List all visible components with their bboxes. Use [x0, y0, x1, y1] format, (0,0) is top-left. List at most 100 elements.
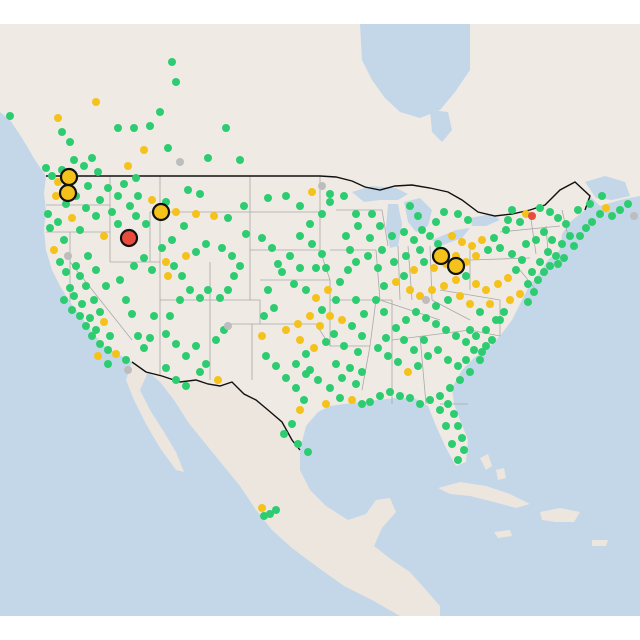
station-marker[interactable] — [264, 286, 272, 294]
station-marker[interactable] — [170, 262, 178, 270]
station-marker[interactable] — [462, 356, 470, 364]
station-marker[interactable] — [390, 258, 398, 266]
station-marker[interactable] — [204, 286, 212, 294]
station-marker[interactable] — [186, 286, 194, 294]
station-marker[interactable] — [330, 330, 338, 338]
station-marker[interactable] — [58, 128, 66, 136]
station-marker[interactable] — [364, 252, 372, 260]
station-marker[interactable] — [432, 320, 440, 328]
station-marker[interactable] — [616, 206, 624, 214]
station-marker[interactable] — [380, 282, 388, 290]
station-marker[interactable] — [358, 332, 366, 340]
station-marker[interactable] — [396, 392, 404, 400]
station-marker[interactable] — [424, 352, 432, 360]
station-marker[interactable] — [128, 310, 136, 318]
station-marker[interactable] — [432, 302, 440, 310]
station-marker[interactable] — [340, 192, 348, 200]
station-marker[interactable] — [400, 272, 408, 280]
station-marker[interactable] — [444, 356, 452, 364]
station-marker[interactable] — [76, 312, 84, 320]
station-marker[interactable] — [316, 322, 324, 330]
station-marker[interactable] — [168, 58, 176, 66]
station-marker[interactable] — [344, 266, 352, 274]
station-marker[interactable] — [192, 210, 200, 218]
station-marker[interactable] — [242, 230, 250, 238]
station-marker[interactable] — [166, 312, 174, 320]
station-marker[interactable] — [84, 182, 92, 190]
station-marker[interactable] — [236, 262, 244, 270]
station-marker[interactable] — [472, 280, 480, 288]
station-marker[interactable] — [156, 108, 164, 116]
station-marker[interactable] — [352, 296, 360, 304]
station-wa-2[interactable] — [58, 183, 78, 203]
station-marker[interactable] — [422, 296, 430, 304]
station-marker[interactable] — [416, 400, 424, 408]
station-marker[interactable] — [608, 212, 616, 220]
station-marker[interactable] — [602, 204, 610, 212]
station-marker[interactable] — [554, 214, 562, 222]
station-marker[interactable] — [394, 358, 402, 366]
station-marker[interactable] — [566, 232, 574, 240]
station-marker[interactable] — [574, 206, 582, 214]
station-marker[interactable] — [92, 212, 100, 220]
station-marker[interactable] — [436, 406, 444, 414]
station-marker[interactable] — [406, 286, 414, 294]
station-marker[interactable] — [182, 252, 190, 260]
station-marker[interactable] — [120, 180, 128, 188]
station-marker[interactable] — [212, 336, 220, 344]
station-marker[interactable] — [88, 154, 96, 162]
station-marker[interactable] — [196, 190, 204, 198]
station-marker[interactable] — [406, 202, 414, 210]
station-marker[interactable] — [532, 236, 540, 244]
station-marker[interactable] — [442, 422, 450, 430]
station-marker[interactable] — [476, 308, 484, 316]
station-marker[interactable] — [72, 262, 80, 270]
station-marker[interactable] — [92, 326, 100, 334]
station-marker[interactable] — [326, 190, 334, 198]
station-marker[interactable] — [68, 306, 76, 314]
station-oh-1[interactable] — [446, 256, 466, 276]
station-marker[interactable] — [172, 78, 180, 86]
station-marker[interactable] — [458, 434, 466, 442]
station-marker[interactable] — [382, 334, 390, 342]
station-marker[interactable] — [228, 252, 236, 260]
station-marker[interactable] — [54, 218, 62, 226]
station-marker[interactable] — [508, 250, 516, 258]
station-marker[interactable] — [378, 246, 386, 254]
station-marker[interactable] — [326, 198, 334, 206]
station-marker[interactable] — [336, 278, 344, 286]
station-marker[interactable] — [286, 252, 294, 260]
station-marker[interactable] — [536, 258, 544, 266]
station-marker[interactable] — [104, 360, 112, 368]
station-marker[interactable] — [530, 288, 538, 296]
station-marker[interactable] — [172, 208, 180, 216]
station-marker[interactable] — [448, 232, 456, 240]
station-marker[interactable] — [352, 210, 360, 218]
station-marker[interactable] — [42, 164, 50, 172]
station-marker[interactable] — [414, 212, 422, 220]
station-marker[interactable] — [516, 290, 524, 298]
station-marker[interactable] — [66, 138, 74, 146]
station-marker[interactable] — [132, 212, 140, 220]
station-marker[interactable] — [218, 244, 226, 252]
station-marker[interactable] — [146, 122, 154, 130]
station-marker[interactable] — [122, 356, 130, 364]
station-marker[interactable] — [288, 420, 296, 428]
station-marker[interactable] — [76, 272, 84, 280]
station-marker[interactable] — [88, 332, 96, 340]
station-marker[interactable] — [192, 342, 200, 350]
station-marker[interactable] — [90, 296, 98, 304]
station-marker[interactable] — [416, 292, 424, 300]
station-marker[interactable] — [306, 312, 314, 320]
station-marker[interactable] — [70, 156, 78, 164]
station-marker[interactable] — [440, 208, 448, 216]
station-marker[interactable] — [84, 252, 92, 260]
station-marker[interactable] — [94, 168, 102, 176]
station-marker[interactable] — [562, 220, 570, 228]
station-marker[interactable] — [258, 234, 266, 242]
station-marker[interactable] — [44, 210, 52, 218]
station-marker[interactable] — [140, 146, 148, 154]
station-marker[interactable] — [114, 192, 122, 200]
station-marker[interactable] — [60, 296, 68, 304]
station-marker[interactable] — [310, 344, 318, 352]
